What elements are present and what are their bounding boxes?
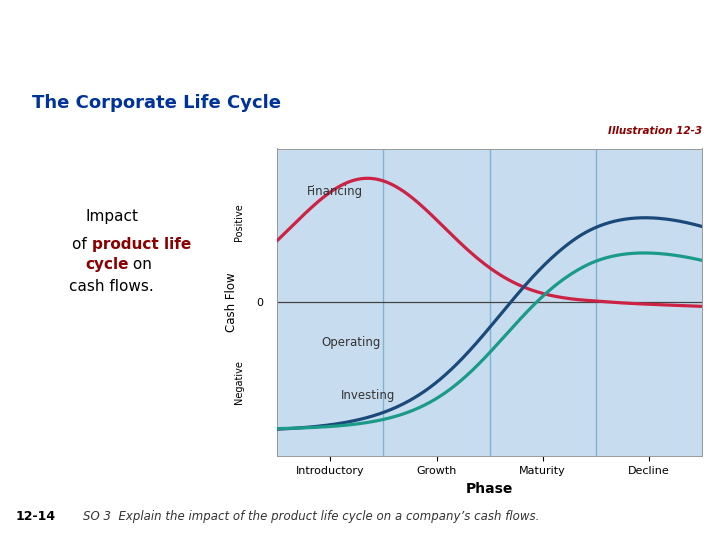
- Text: The Corporate Life Cycle: The Corporate Life Cycle: [32, 94, 282, 112]
- Text: SO 3  Explain the impact of the product life cycle on a company’s cash flows.: SO 3 Explain the impact of the product l…: [83, 510, 539, 523]
- Text: product life: product life: [92, 237, 192, 252]
- Text: cycle: cycle: [85, 257, 128, 272]
- Text: 12-14: 12-14: [16, 510, 56, 523]
- Text: Negative: Negative: [234, 361, 244, 404]
- Text: Impact: Impact: [85, 208, 138, 224]
- Text: 0: 0: [257, 298, 264, 308]
- X-axis label: Phase: Phase: [466, 482, 513, 496]
- Text: Investing: Investing: [341, 389, 395, 402]
- Text: Operating: Operating: [322, 336, 381, 349]
- Text: Illustration 12-3: Illustration 12-3: [608, 126, 702, 136]
- Text: cash flows.: cash flows.: [69, 279, 154, 294]
- Text: on: on: [128, 257, 152, 272]
- Text: Positive: Positive: [234, 204, 244, 241]
- Text: of: of: [72, 237, 91, 252]
- Text: Financing: Financing: [307, 185, 363, 198]
- Y-axis label: Cash Flow: Cash Flow: [225, 273, 238, 332]
- Text: Usefulness and Format: Usefulness and Format: [23, 35, 312, 55]
